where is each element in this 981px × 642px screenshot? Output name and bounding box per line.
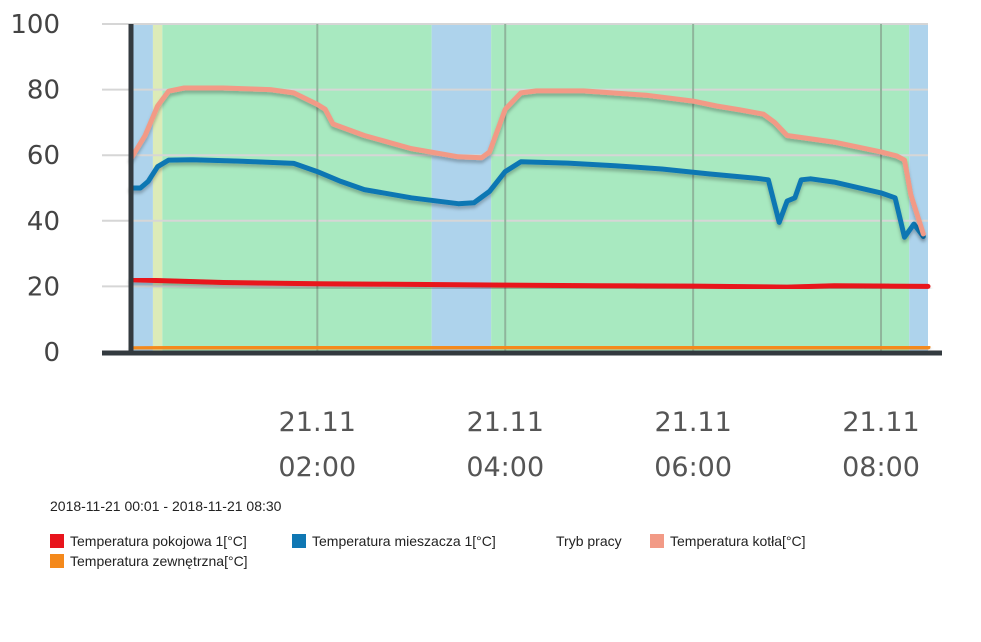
x-tick-date-1: 21.11 [467,407,544,438]
series-line-2 [128,85,926,237]
y-tick-label-80: 80 [27,76,60,106]
x-tick-date-3: 21.11 [842,407,919,438]
series-line-0 [128,277,931,290]
axes [102,24,942,356]
work-mode-band-1 [152,24,163,352]
series-line-3 [128,344,931,352]
y-tick-label-60: 60 [27,141,60,171]
legend-item-1[interactable]: Temperatura mieszacza 1[°C] [292,532,496,550]
work-mode-band-3 [431,24,492,352]
legend-item-2[interactable]: Tryb pracy [556,532,622,550]
legend-label: Temperatura mieszacza 1[°C] [312,533,496,549]
legend-label: Temperatura kotła[°C] [670,533,806,549]
y-tick-labels: 0 20 40 60 80 100 [10,10,60,368]
legend-label: Tryb pracy [556,533,622,549]
legend-label: Temperatura zewnętrzna[°C] [70,553,248,569]
legend-item-0[interactable]: Temperatura pokojowa 1[°C] [50,532,247,550]
y-tick-label-0: 0 [43,338,60,368]
legend-swatch [292,534,306,548]
legend-swatch [650,534,664,548]
legend-item-3[interactable]: Temperatura kotła[°C] [650,532,806,550]
work-mode-band-4 [491,24,910,352]
work-mode-band-2 [162,24,432,352]
x-tick-time-3: 08:00 [842,452,920,483]
x-tick-time-0: 02:00 [278,452,356,483]
y-tick-label-100: 100 [10,10,60,40]
x-tick-time-1: 04:00 [466,452,544,483]
work-mode-band-5 [909,24,928,352]
x-tick-date-2: 21.11 [654,407,731,438]
x-tick-date-0: 21.11 [279,407,356,438]
legend-label: Temperatura pokojowa 1[°C] [70,533,247,549]
legend-item-4[interactable]: Temperatura zewnętrzna[°C] [50,552,248,570]
series-line-1 [128,157,926,240]
series-lines [128,85,931,352]
work-mode-bands [131,24,928,352]
y-tick-label-20: 20 [27,272,60,302]
legend-swatch [50,554,64,568]
y-tick-label-40: 40 [27,207,60,237]
date-range: 2018-11-21 00:01 - 2018-11-21 08:30 [50,498,282,514]
legend-swatch [50,534,64,548]
x-tick-time-2: 06:00 [654,452,732,483]
x-tick-labels: 21.11 02:00 21.11 04:00 21.11 06:00 21.11 08:00 [278,407,920,483]
